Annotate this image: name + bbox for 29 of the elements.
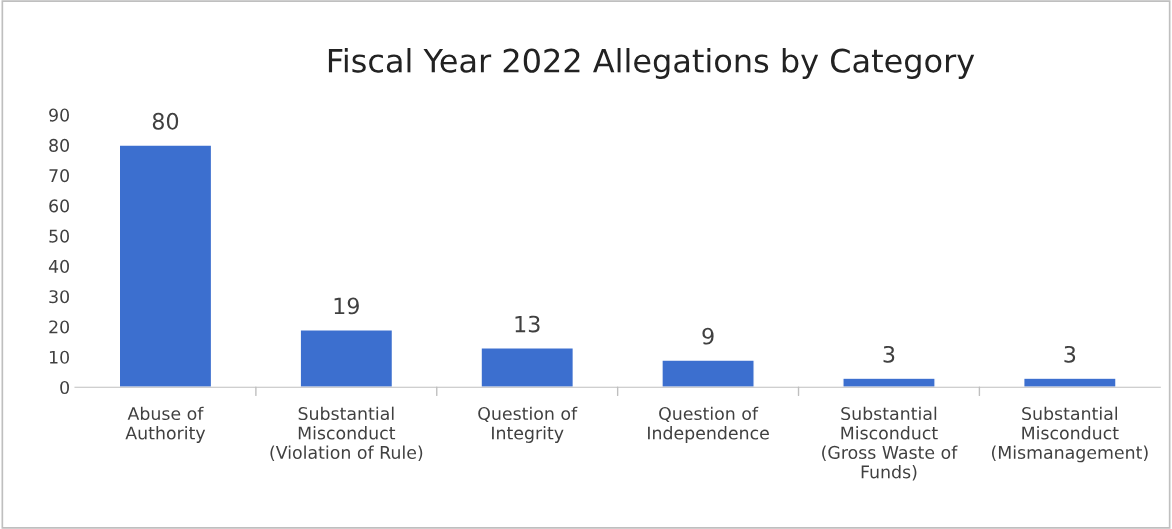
bar <box>118 144 213 388</box>
bar <box>480 347 575 388</box>
chart-title: Fiscal Year 2022 Allegations by Category <box>328 48 975 79</box>
bar <box>661 359 755 388</box>
data-label: 3 <box>1064 345 1076 363</box>
y-tick-label: 20 <box>49 320 69 334</box>
y-tick-label: 80 <box>49 138 69 152</box>
data-label: 9 <box>702 327 714 345</box>
data-label: 3 <box>883 345 895 363</box>
data-label: 13 <box>515 315 540 333</box>
x-tick-label: Question of Integrity <box>478 406 578 443</box>
bar <box>299 329 394 388</box>
y-tick-label: 50 <box>49 229 69 243</box>
y-tick-label: 40 <box>48 259 69 273</box>
bar <box>1023 377 1117 388</box>
y-tick-label: 90 <box>49 108 69 122</box>
y-tick-label: 30 <box>49 290 69 304</box>
x-tick-label: Substantial Misconduct (Violation of Rule) <box>270 406 423 462</box>
data-label: 80 <box>152 112 179 130</box>
data-label: 19 <box>334 297 359 315</box>
x-tick-label: Substantial Misconduct (Mismanagement) <box>991 406 1148 463</box>
x-tick-label: Abuse of Authority <box>125 406 206 443</box>
x-tick-label: Substantial Misconduct (Gross Waste of Funds) <box>822 406 958 481</box>
x-tick-label: Question of Independence <box>648 406 769 443</box>
bar <box>842 377 936 388</box>
y-tick-label: 10 <box>49 350 69 364</box>
y-tick-label: 70 <box>49 169 69 183</box>
y-tick-label: 0 <box>60 380 69 395</box>
y-tick-label: 60 <box>49 199 69 213</box>
